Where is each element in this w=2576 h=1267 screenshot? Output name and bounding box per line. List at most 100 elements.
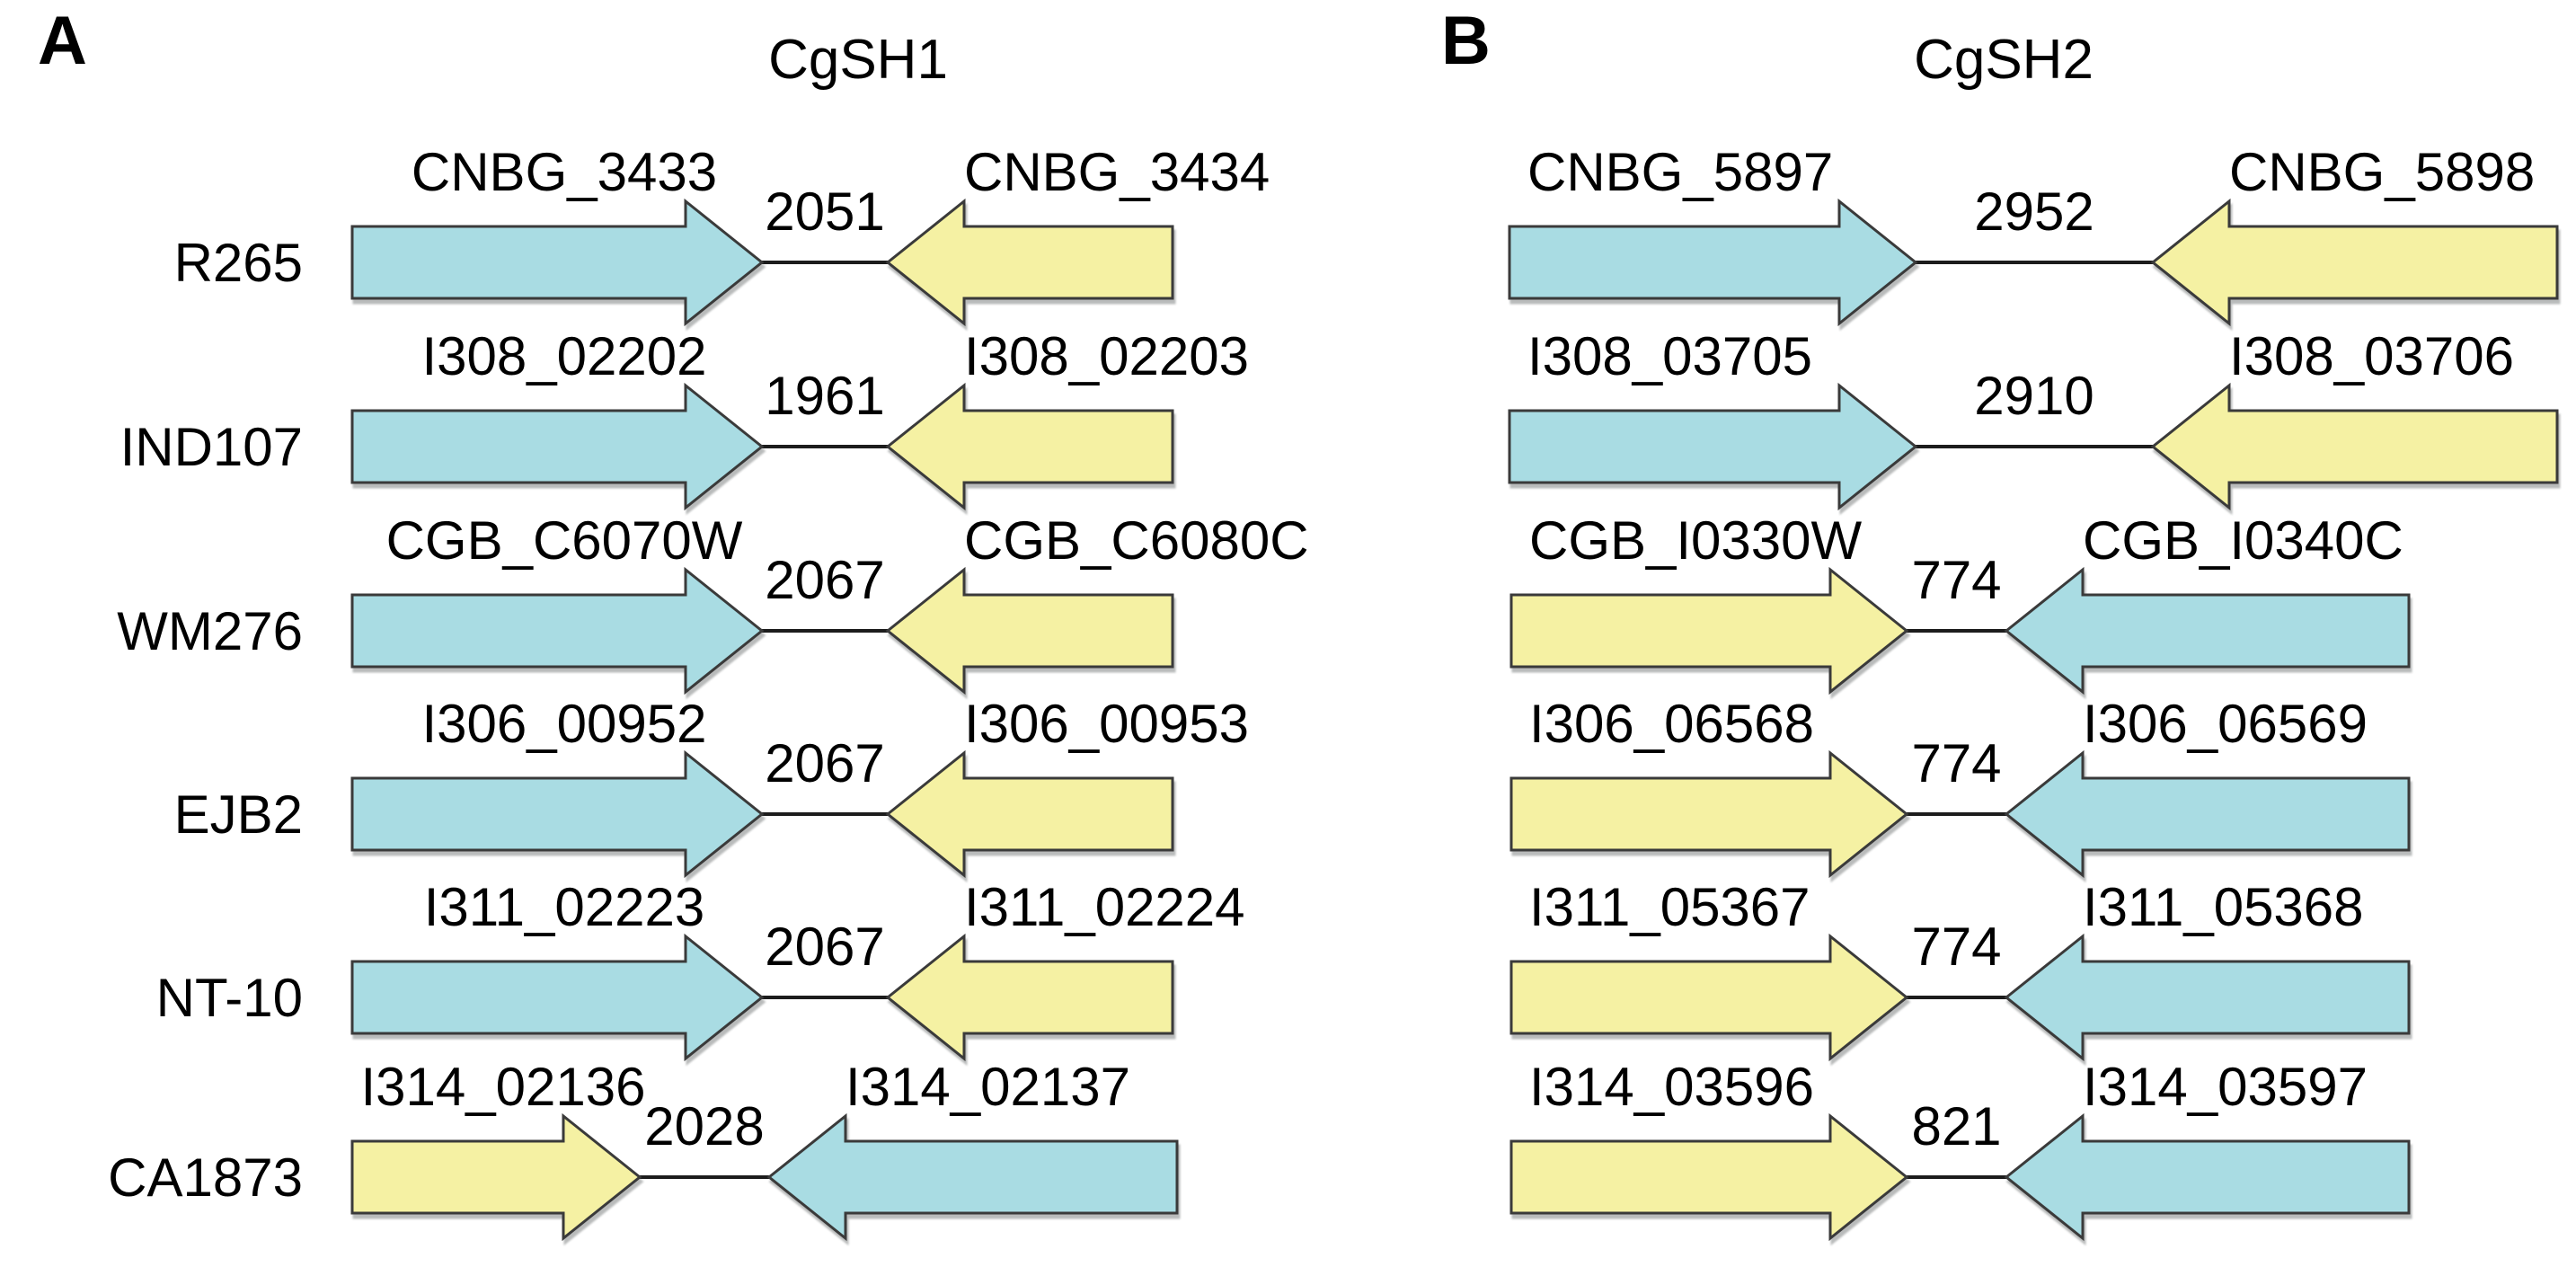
intergenic-line (759, 629, 890, 633)
gene-name-right: I308_03706 (2229, 326, 2514, 386)
intergenic-line (637, 1175, 772, 1179)
intergenic-distance: 1961 (765, 366, 885, 426)
gene-arrow-reverse (885, 382, 1174, 511)
gene-arrow-reverse (2150, 382, 2559, 511)
gene-arrow-shape (2004, 933, 2411, 1062)
gene-name-right: I314_03597 (2083, 1057, 2368, 1117)
gene-arrow-forward (1508, 198, 1918, 327)
gene-arrow-reverse (2004, 933, 2411, 1062)
gene-arrow-forward (350, 566, 765, 696)
intergenic-line (1913, 445, 2156, 448)
gene-arrow-shape (885, 933, 1174, 1062)
gene-arrow-shape (1508, 382, 1918, 511)
gene-arrow-shape (2004, 566, 2411, 696)
gene-arrow-shape (350, 382, 765, 511)
gene-name-right: CNBG_3434 (964, 142, 1270, 202)
intergenic-line (1913, 261, 2156, 264)
gene-arrow-reverse (2004, 749, 2411, 879)
panel-b-letter: B (1441, 3, 1491, 79)
panel-a-title: CgSH1 (768, 29, 948, 91)
intergenic-distance: 774 (1911, 733, 2002, 793)
gene-arrow-shape (885, 382, 1174, 511)
intergenic-distance: 774 (1911, 550, 2002, 610)
gene-name-left: CNBG_5897 (1527, 142, 1834, 202)
gene-name-left: I314_03596 (1529, 1057, 1814, 1117)
gene-name-right: CGB_C6080C (964, 510, 1309, 571)
gene-arrow-reverse (885, 749, 1174, 879)
intergenic-distance: 2067 (765, 550, 885, 610)
gene-name-left: I311_05367 (1529, 877, 1810, 937)
gene-name-left: I311_02223 (423, 877, 705, 937)
gene-name-left: CNBG_3433 (411, 142, 718, 202)
gene-arrow-forward (350, 198, 765, 327)
gene-name-right: I306_06569 (2083, 694, 2368, 754)
gene-name-right: I308_02203 (964, 326, 1249, 386)
gene-arrow-reverse (885, 566, 1174, 696)
intergenic-line (1904, 812, 2009, 816)
gene-arrow-shape (350, 198, 765, 327)
gene-name-left: CGB_C6070W (385, 510, 743, 571)
gene-name-left: I308_02202 (421, 326, 707, 386)
intergenic-distance: 2028 (644, 1096, 765, 1156)
gene-arrow-reverse (2150, 198, 2559, 327)
intergenic-line (1904, 1175, 2009, 1179)
panel-b-title: CgSH2 (1914, 29, 2094, 91)
intergenic-distance: 774 (1911, 917, 2002, 977)
intergenic-line (759, 445, 890, 448)
gene-arrow-shape (350, 749, 765, 879)
gene-arrow-shape (766, 1112, 1179, 1242)
intergenic-line (759, 996, 890, 999)
gene-name-right: CGB_I0340C (2083, 510, 2403, 571)
gene-arrow-forward (1508, 382, 1918, 511)
gene-name-left: I314_02136 (360, 1057, 646, 1117)
gene-arrow-shape (885, 749, 1174, 879)
strain-label: EJB2 (173, 784, 303, 845)
gene-arrow-forward (350, 749, 765, 879)
intergenic-distance: 2952 (1974, 182, 2094, 242)
gene-arrow-shape (2150, 198, 2559, 327)
intergenic-line (759, 812, 890, 816)
gene-arrow-shape (1509, 749, 1909, 879)
gene-arrow-forward (350, 933, 765, 1062)
gene-arrow-shape (885, 198, 1174, 327)
strain-label: WM276 (117, 601, 303, 661)
gene-arrow-shape (1509, 566, 1909, 696)
gene-name-left: I306_00952 (421, 694, 707, 754)
gene-name-left: CGB_I0330W (1529, 510, 1863, 571)
gene-name-right: I314_02137 (845, 1057, 1130, 1117)
gene-name-right: I311_02224 (964, 877, 1245, 937)
gene-arrow-reverse (766, 1112, 1179, 1242)
gene-name-left: I306_06568 (1529, 694, 1814, 754)
gene-arrow-forward (350, 382, 765, 511)
gene-arrow-shape (350, 1112, 642, 1242)
gene-name-right: I306_00953 (964, 694, 1249, 754)
gene-arrow-shape (2150, 382, 2559, 511)
gene-arrow-forward (350, 1112, 642, 1242)
gene-arrow-reverse (885, 198, 1174, 327)
strain-label: CA1873 (108, 1147, 303, 1208)
gene-arrow-forward (1509, 933, 1909, 1062)
gene-arrow-reverse (885, 933, 1174, 1062)
strain-label: R265 (173, 233, 303, 293)
gene-name-right: I311_05368 (2083, 877, 2364, 937)
intergenic-line (1904, 996, 2009, 999)
strain-label: NT-10 (155, 968, 303, 1028)
gene-arrow-forward (1509, 1112, 1909, 1242)
gene-name-right: CNBG_5898 (2229, 142, 2536, 202)
intergenic-line (1904, 629, 2009, 633)
intergenic-line (759, 261, 890, 264)
intergenic-distance: 2067 (765, 917, 885, 977)
gene-arrow-shape (2004, 1112, 2411, 1242)
gene-arrow-reverse (2004, 1112, 2411, 1242)
gene-arrow-forward (1509, 749, 1909, 879)
intergenic-distance: 2067 (765, 733, 885, 793)
gene-arrow-shape (1508, 198, 1918, 327)
gene-arrow-shape (1509, 933, 1909, 1062)
gene-arrow-shape (350, 566, 765, 696)
gene-arrow-shape (1509, 1112, 1909, 1242)
gene-arrow-shape (2004, 749, 2411, 879)
gene-arrow-shape (885, 566, 1174, 696)
intergenic-distance: 2910 (1974, 366, 2094, 426)
intergenic-distance: 821 (1911, 1096, 2002, 1156)
panel-a-letter: A (38, 3, 87, 79)
